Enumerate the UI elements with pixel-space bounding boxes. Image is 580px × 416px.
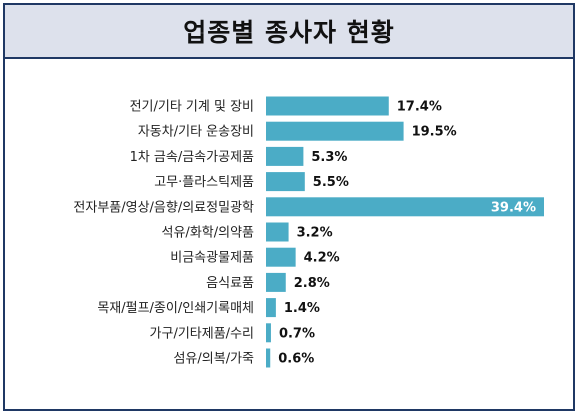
value-label: 4.2%: [304, 251, 340, 266]
bar: [266, 323, 271, 343]
value-label: 39.4%: [491, 200, 536, 215]
bar: [266, 348, 271, 368]
value-label: 5.5%: [313, 175, 349, 190]
value-label: 1.4%: [284, 301, 320, 316]
bar: [266, 272, 286, 292]
category-label: 가구/기타제품/수리: [150, 326, 254, 341]
category-label: 전자부품/영상/음향/의료정밀광학: [73, 200, 254, 215]
value-label: 0.6%: [278, 352, 314, 367]
bar: [266, 96, 389, 116]
category-label: 석유/화학/의약품: [162, 226, 255, 241]
category-label: 목재/펄프/종이/인쇄기록매체: [97, 301, 254, 316]
category-label: 자동차/기타 운송장비: [138, 125, 254, 140]
value-label: 19.5%: [412, 125, 457, 140]
value-label: 0.7%: [279, 326, 315, 341]
bar: [266, 146, 304, 166]
bar: [266, 298, 276, 318]
bar: [266, 121, 404, 141]
bar: [266, 172, 305, 192]
title-banner: 업종별 종사자 현황: [5, 5, 573, 59]
bar: [266, 247, 296, 267]
category-label: 고무·플라스틱제품: [154, 175, 254, 190]
value-label: 17.4%: [397, 100, 442, 115]
bar: [266, 197, 544, 217]
value-label: 2.8%: [294, 276, 330, 291]
category-label: 음식료품: [206, 276, 254, 291]
category-label: 전기/기타 기계 및 장비: [130, 100, 254, 115]
value-label: 3.2%: [297, 226, 333, 241]
chart-title: 업종별 종사자 현황: [183, 18, 395, 47]
category-label: 섬유/의복/가죽: [173, 352, 254, 367]
value-label: 5.3%: [311, 150, 347, 165]
category-label: 비금속광물제품: [170, 251, 254, 266]
category-label: 1차 금속/금속가공제품: [130, 150, 254, 165]
bar: [266, 222, 289, 242]
